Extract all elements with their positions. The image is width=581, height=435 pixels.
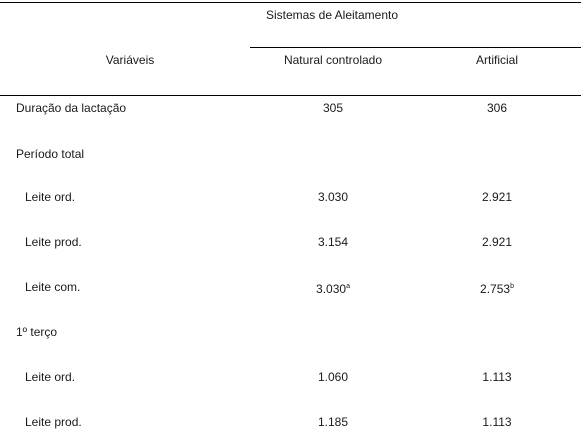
cell-value: 1.113 bbox=[482, 370, 512, 384]
superscript: a bbox=[346, 283, 350, 290]
cell-value: 2.921 bbox=[481, 235, 513, 249]
cell-value: 3.030 bbox=[317, 190, 349, 204]
cell-value: 2.921 bbox=[481, 190, 513, 204]
cell: 305 bbox=[323, 101, 343, 115]
cell-value: 1.113 bbox=[482, 415, 512, 429]
cell: 3.154 bbox=[318, 235, 348, 249]
row-label: Leite prod. bbox=[25, 415, 82, 429]
row-label: Leite ord. bbox=[25, 190, 76, 204]
column-header: Artificial bbox=[475, 53, 519, 67]
cell-value: 1.060 bbox=[317, 370, 349, 384]
cell-value: 3.030 bbox=[316, 282, 347, 296]
cell: 1.113 bbox=[482, 415, 511, 429]
group-header: Sistemas de Aleitamento bbox=[265, 8, 399, 22]
header-rule bbox=[0, 95, 581, 96]
column-header: Natural controlado bbox=[283, 53, 383, 67]
cell: 2.753b bbox=[480, 280, 514, 296]
top-rule bbox=[0, 2, 581, 3]
cell: 3.030 bbox=[318, 190, 348, 204]
cell: 2.921 bbox=[482, 235, 512, 249]
cell: 1.185 bbox=[318, 415, 348, 429]
cell: 1.060 bbox=[318, 370, 348, 384]
row-label: Leite ord. bbox=[25, 370, 76, 384]
cell: 306 bbox=[487, 101, 507, 115]
cell-value: 306 bbox=[486, 101, 508, 115]
cell-value: 305 bbox=[322, 101, 344, 115]
row-label: Leite com. bbox=[25, 280, 81, 294]
cell: 1.113 bbox=[482, 370, 511, 384]
cell-value: 1.185 bbox=[317, 415, 349, 429]
row-label: Leite prod. bbox=[25, 235, 82, 249]
cell: 3.030a bbox=[316, 280, 350, 296]
superscript: b bbox=[510, 283, 514, 290]
row-label: Período total bbox=[16, 147, 85, 161]
variable-header: Variáveis bbox=[105, 53, 155, 67]
row-label: Duração da lactação bbox=[16, 101, 127, 115]
cell-value: 3.154 bbox=[317, 235, 349, 249]
cell: 2.921 bbox=[482, 190, 512, 204]
cell-value: 2.753 bbox=[480, 282, 511, 296]
row-label: 1º terço bbox=[16, 325, 58, 339]
group-rule bbox=[250, 47, 581, 48]
